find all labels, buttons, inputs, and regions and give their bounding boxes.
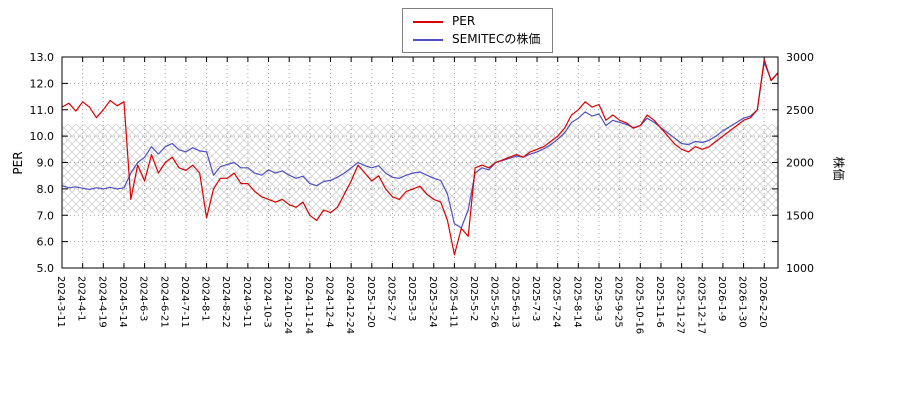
svg-text:10.0: 10.0 <box>30 130 55 143</box>
svg-text:2024-10-24: 2024-10-24 <box>282 276 293 334</box>
svg-text:2025-9-3: 2025-9-3 <box>592 276 603 321</box>
svg-text:2026-2-20: 2026-2-20 <box>757 276 768 328</box>
legend: PER SEMITECの株価 <box>402 8 554 53</box>
svg-text:2024-8-1: 2024-8-1 <box>200 276 211 321</box>
svg-text:2025-3-3: 2025-3-3 <box>406 276 417 321</box>
per-legend-label: PER <box>452 14 476 28</box>
svg-text:2026-1-9: 2026-1-9 <box>716 276 727 321</box>
svg-text:2025-5-26: 2025-5-26 <box>489 276 500 328</box>
per-line-swatch <box>413 20 443 23</box>
svg-text:2025-7-24: 2025-7-24 <box>551 276 562 328</box>
svg-text:11.0: 11.0 <box>30 104 55 117</box>
svg-text:5.0: 5.0 <box>37 262 55 275</box>
svg-text:2024-4-1: 2024-4-1 <box>76 276 87 321</box>
svg-text:2025-1-20: 2025-1-20 <box>365 276 376 328</box>
svg-text:2025-7-3: 2025-7-3 <box>530 276 541 321</box>
svg-text:2024-5-14: 2024-5-14 <box>117 276 128 328</box>
svg-text:1500: 1500 <box>786 209 814 222</box>
svg-text:2025-3-24: 2025-3-24 <box>427 276 438 328</box>
legend-item-price: SEMITECの株価 <box>413 32 540 47</box>
svg-text:2025-9-25: 2025-9-25 <box>613 276 624 328</box>
svg-text:2024-12-24: 2024-12-24 <box>344 276 355 334</box>
svg-text:2025-12-17: 2025-12-17 <box>695 276 706 334</box>
svg-text:2024-3-11: 2024-3-11 <box>55 276 66 328</box>
tick-marks <box>61 56 778 269</box>
svg-text:8.0: 8.0 <box>37 183 55 196</box>
svg-text:7.0: 7.0 <box>37 209 55 222</box>
svg-text:2024-9-11: 2024-9-11 <box>241 276 252 328</box>
per-range-band <box>62 124 778 213</box>
svg-text:13.0: 13.0 <box>30 51 55 64</box>
svg-text:9.0: 9.0 <box>37 157 55 170</box>
svg-text:2024-12-4: 2024-12-4 <box>324 276 335 328</box>
svg-text:2025-4-11: 2025-4-11 <box>447 276 458 328</box>
left-axis-title: PER <box>11 151 25 175</box>
svg-text:2025-10-16: 2025-10-16 <box>633 276 644 334</box>
x-axis-tick-labels: 2024-3-11 2024-4-1 2024-4-19 2024-5-14 2024-… <box>55 276 768 334</box>
right-axis-tick-labels: 1000 1500 2000 2500 3000 <box>786 51 814 275</box>
svg-text:12.0: 12.0 <box>30 77 55 90</box>
svg-text:2025-6-13: 2025-6-13 <box>509 276 520 328</box>
svg-text:2024-4-19: 2024-4-19 <box>96 276 107 328</box>
svg-text:2025-5-2: 2025-5-2 <box>468 276 479 321</box>
svg-text:2025-11-27: 2025-11-27 <box>675 276 686 334</box>
svg-text:2025-2-7: 2025-2-7 <box>385 276 396 321</box>
plot-border <box>61 56 779 269</box>
legend-item-per: PER <box>413 14 540 29</box>
per-series-line <box>61 58 779 256</box>
svg-text:2024-10-3: 2024-10-3 <box>262 276 273 328</box>
svg-text:1000: 1000 <box>786 262 814 275</box>
svg-text:2024-8-22: 2024-8-22 <box>220 276 231 328</box>
svg-text:2500: 2500 <box>786 104 814 117</box>
svg-text:2024-7-11: 2024-7-11 <box>179 276 190 328</box>
svg-text:2025-8-14: 2025-8-14 <box>571 276 582 328</box>
svg-text:2024-11-14: 2024-11-14 <box>303 276 314 334</box>
left-axis-tick-labels: 5.0 6.0 7.0 8.0 9.0 10.0 11.0 12.0 13.0 <box>30 51 55 275</box>
svg-text:2026-1-30: 2026-1-30 <box>737 276 748 328</box>
gridlines <box>62 57 778 268</box>
svg-text:6.0: 6.0 <box>37 236 55 249</box>
svg-text:2025-11-6: 2025-11-6 <box>654 276 665 328</box>
price-legend-label: SEMITECの株価 <box>452 32 541 46</box>
svg-text:2024-6-3: 2024-6-3 <box>138 276 149 321</box>
svg-text:2000: 2000 <box>786 157 814 170</box>
price-line-swatch <box>413 38 443 41</box>
right-axis-title: 株価 <box>831 156 846 181</box>
svg-text:3000: 3000 <box>786 51 814 64</box>
svg-text:2024-6-21: 2024-6-21 <box>158 276 169 328</box>
